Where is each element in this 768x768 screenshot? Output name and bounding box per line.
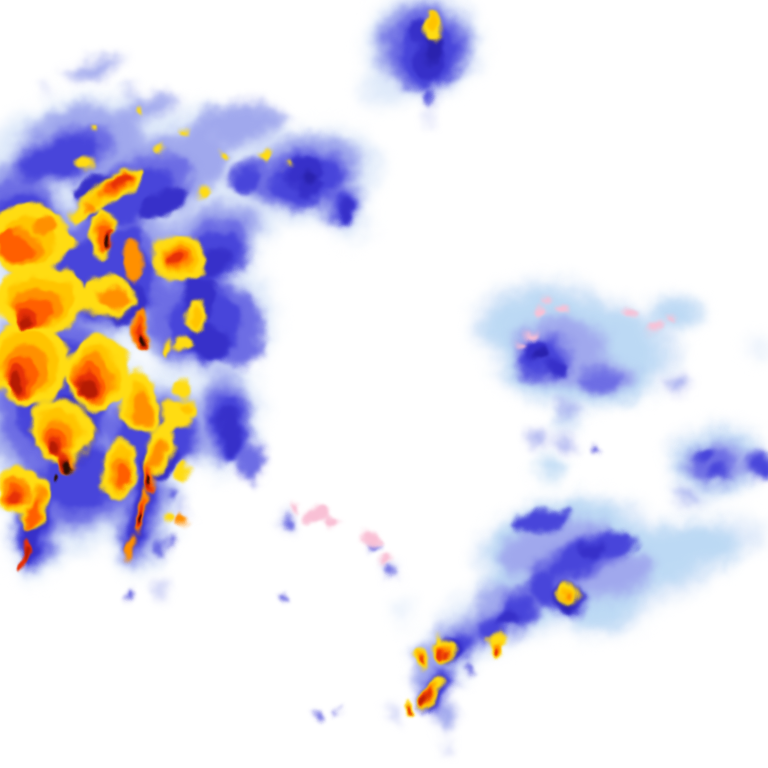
radar-precipitation-map: [0, 0, 768, 753]
radar-svg: [0, 0, 768, 753]
